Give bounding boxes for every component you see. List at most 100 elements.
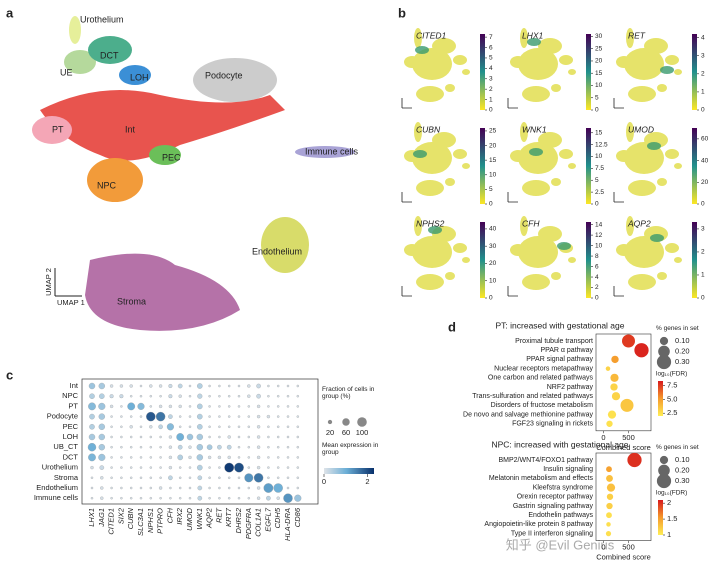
legend-title: % genes in set (656, 444, 699, 451)
dot (276, 476, 280, 480)
dot (129, 486, 133, 490)
dot (98, 453, 106, 461)
dot (188, 476, 192, 480)
dot (256, 455, 261, 460)
colorbar (658, 381, 663, 416)
colorbar-tick-label: 10 (489, 171, 497, 178)
dot (98, 444, 105, 451)
cell-cloud (674, 69, 682, 75)
pathway-label: BMP2/WNT4/FOXO1 pathway (498, 457, 593, 464)
dot (208, 435, 211, 439)
dot (139, 486, 143, 490)
dot (276, 415, 280, 418)
cell-cloud (412, 48, 452, 80)
colorbar-tick-label: 20 (489, 260, 497, 267)
dot (207, 455, 212, 460)
dot (88, 402, 96, 411)
dot (276, 394, 280, 398)
dot (256, 425, 261, 429)
colorbar-tick-label: 0 (595, 201, 599, 208)
panel-letter: c (6, 367, 13, 382)
expression-region (529, 148, 543, 156)
colorbar-tick-label: 10 (595, 242, 603, 249)
dot (88, 382, 96, 390)
dot (237, 476, 241, 480)
dot (226, 444, 232, 450)
dot (139, 415, 143, 418)
row-label: PEC (63, 422, 79, 431)
dot (276, 405, 280, 408)
dot (286, 476, 290, 480)
size-legend-label: 0.20 (675, 465, 690, 474)
enrichment-dot (610, 373, 619, 382)
expression-region (557, 242, 571, 250)
dot (296, 405, 300, 408)
cell-cloud (538, 132, 562, 148)
cell-cloud (559, 55, 573, 65)
dot (296, 394, 300, 398)
column-label: CITED1 (107, 508, 116, 535)
dot (237, 445, 241, 449)
dot (237, 425, 241, 429)
dot (149, 405, 153, 408)
cell-cloud (453, 149, 467, 159)
cell-cloud (657, 178, 667, 186)
dot (109, 404, 114, 409)
dot (168, 414, 173, 419)
cell-cloud (626, 122, 634, 142)
dot (129, 415, 133, 418)
colorbar (480, 34, 485, 110)
dot (267, 445, 270, 449)
x-axis-label: Combined score (596, 443, 651, 452)
expression-region (415, 46, 429, 54)
row-label: Podocyte (47, 412, 78, 421)
column-label: CDH5 (273, 507, 282, 528)
dot (276, 425, 280, 429)
colorbar (480, 222, 485, 298)
dot (178, 425, 182, 429)
dot (237, 394, 241, 398)
dot (90, 496, 94, 500)
dot (294, 494, 302, 502)
dot (256, 383, 261, 389)
enrichment-dot (634, 343, 649, 358)
cluster-label: Podocyte (205, 70, 243, 80)
size-legend-label: 0.30 (675, 357, 690, 366)
cell-cloud (412, 236, 452, 268)
cluster-label: DCT (100, 50, 119, 60)
dot (90, 486, 94, 490)
colorbar-tick-label: 6 (489, 44, 493, 51)
dot (149, 384, 153, 388)
cell-cloud (453, 243, 467, 253)
dot (296, 456, 300, 459)
enrichment-dot (627, 452, 642, 468)
enrichment-dot (606, 466, 612, 473)
colorbar-tick-label: 7.5 (595, 165, 604, 172)
cell-cloud (626, 28, 634, 48)
legend-title: log₁₀(FDR) (656, 490, 687, 497)
dot (110, 456, 113, 459)
dot (247, 435, 251, 439)
cell-cloud (551, 178, 561, 186)
expression-region (527, 38, 541, 46)
dot (178, 476, 182, 480)
column-label: KRT7 (224, 507, 233, 527)
pathway-label: De novo and salvage methionine pathway (463, 411, 593, 418)
dot (237, 456, 241, 459)
dot (286, 435, 290, 439)
dot (276, 445, 280, 449)
feature-plot: NPHS2 0 10 20 30 40 (401, 216, 497, 302)
dot (88, 453, 96, 462)
panel-letter: d (448, 319, 456, 334)
column-label: NPHS1 (146, 508, 155, 533)
dot (188, 486, 192, 490)
expression-region (650, 234, 664, 242)
gene-label: WNK1 (522, 124, 547, 134)
cell-cloud (510, 244, 526, 256)
row-label: Endothelium (36, 483, 78, 492)
dot (177, 444, 183, 450)
size-legend-label: 0.20 (675, 346, 690, 355)
colorbar-tick-label: 14 (595, 221, 603, 228)
column-label: PDGFRA (244, 508, 253, 539)
cell-cloud (616, 56, 632, 68)
